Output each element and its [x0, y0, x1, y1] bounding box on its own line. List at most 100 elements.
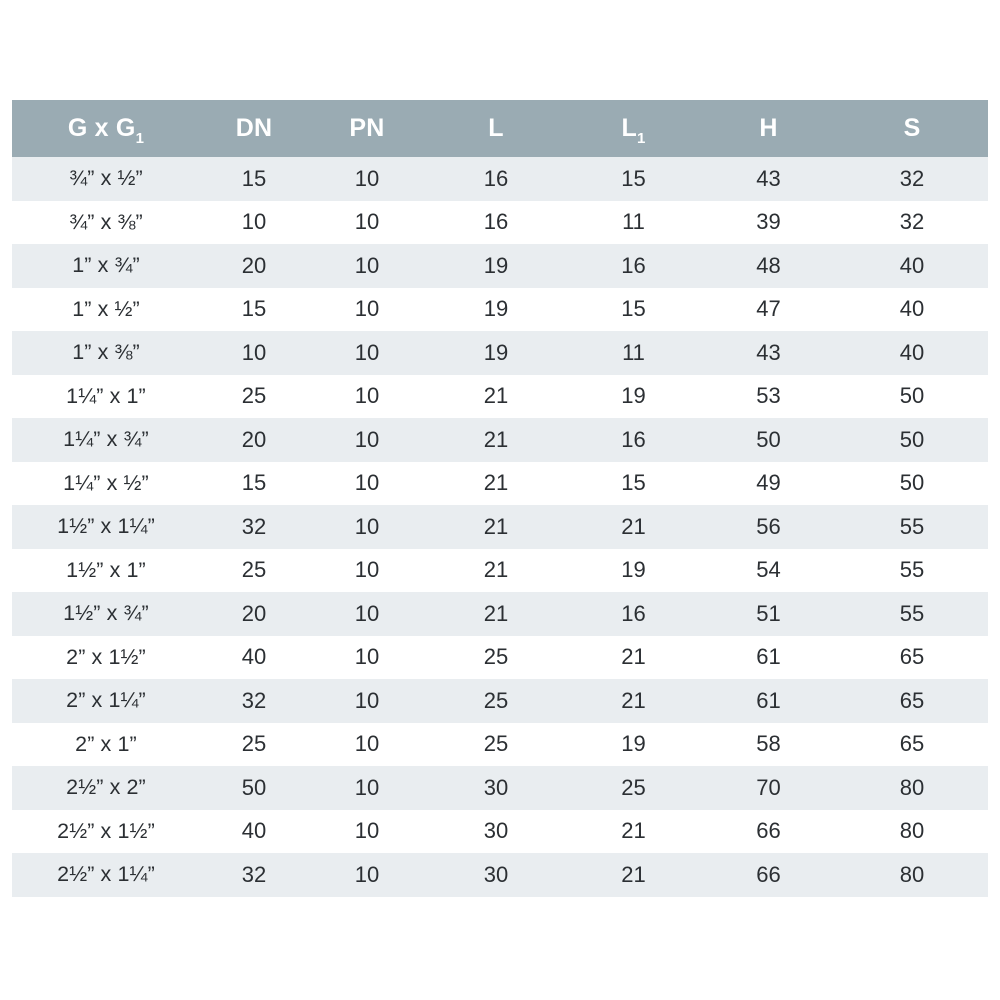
table-row: 2½” x 1½” 40 10 30 21 66 80 — [12, 809, 988, 853]
cell-l1: 19 — [566, 722, 701, 766]
cell-l: 21 — [426, 418, 566, 462]
table-row: 1¼” x ½” 15 10 21 15 49 50 — [12, 461, 988, 505]
cell-l: 30 — [426, 809, 566, 853]
table-row: 1½” x ¾” 20 10 21 16 51 55 — [12, 592, 988, 636]
cell-size: 2” x 1½” — [12, 635, 200, 679]
cell-s: 50 — [836, 461, 988, 505]
cell-h: 66 — [701, 809, 836, 853]
cell-size: 1½” x 1” — [12, 548, 200, 592]
cell-pn: 10 — [308, 374, 426, 418]
cell-pn: 10 — [308, 157, 426, 201]
cell-l: 30 — [426, 853, 566, 897]
cell-pn: 10 — [308, 853, 426, 897]
cell-s: 55 — [836, 548, 988, 592]
cell-pn: 10 — [308, 809, 426, 853]
cell-l: 19 — [426, 287, 566, 331]
cell-pn: 10 — [308, 635, 426, 679]
cell-l: 16 — [426, 200, 566, 244]
cell-h: 50 — [701, 418, 836, 462]
cell-l1: 16 — [566, 418, 701, 462]
cell-s: 65 — [836, 679, 988, 723]
cell-pn: 10 — [308, 548, 426, 592]
table-row: 1½” x 1¼” 32 10 21 21 56 55 — [12, 505, 988, 549]
cell-size: 1¼” x 1” — [12, 374, 200, 418]
column-header-subscript: 1 — [135, 130, 145, 147]
column-header-label: L — [488, 116, 503, 141]
cell-size: 1½” x ¾” — [12, 592, 200, 636]
cell-l1: 16 — [566, 592, 701, 636]
cell-size: 1” x ¾” — [12, 244, 200, 288]
table-header-row: G x G1 DN PN L L1 H S — [12, 100, 988, 157]
column-header-text: L — [621, 114, 637, 142]
column-header-label: S — [904, 116, 921, 141]
column-header-h: H — [701, 100, 836, 157]
cell-dn: 25 — [200, 374, 308, 418]
cell-dn: 32 — [200, 853, 308, 897]
column-header-dn: DN — [200, 100, 308, 157]
cell-l1: 11 — [566, 331, 701, 375]
cell-h: 47 — [701, 287, 836, 331]
table-row: 2” x 1” 25 10 25 19 58 65 — [12, 722, 988, 766]
column-header-size: G x G1 — [12, 100, 200, 157]
cell-pn: 10 — [308, 287, 426, 331]
cell-pn: 10 — [308, 766, 426, 810]
cell-pn: 10 — [308, 418, 426, 462]
cell-s: 50 — [836, 374, 988, 418]
cell-s: 32 — [836, 200, 988, 244]
column-header-text: H — [759, 114, 778, 142]
column-header-label: H — [759, 116, 777, 141]
cell-h: 66 — [701, 853, 836, 897]
cell-dn: 32 — [200, 679, 308, 723]
column-header-subscript: 1 — [636, 130, 646, 147]
cell-h: 39 — [701, 200, 836, 244]
cell-dn: 20 — [200, 244, 308, 288]
cell-l1: 15 — [566, 461, 701, 505]
cell-l1: 21 — [566, 505, 701, 549]
cell-h: 56 — [701, 505, 836, 549]
table-row: 2½” x 1¼” 32 10 30 21 66 80 — [12, 853, 988, 897]
cell-s: 80 — [836, 853, 988, 897]
table-row: 1¼” x 1” 25 10 21 19 53 50 — [12, 374, 988, 418]
cell-s: 32 — [836, 157, 988, 201]
cell-dn: 25 — [200, 722, 308, 766]
table-row: 2½” x 2” 50 10 30 25 70 80 — [12, 766, 988, 810]
table-row: 1½” x 1” 25 10 21 19 54 55 — [12, 548, 988, 592]
column-header-label: G x G1 — [68, 116, 144, 147]
cell-l1: 25 — [566, 766, 701, 810]
cell-dn: 10 — [200, 200, 308, 244]
table-row: 1¼” x ¾” 20 10 21 16 50 50 — [12, 418, 988, 462]
cell-l: 19 — [426, 331, 566, 375]
cell-h: 53 — [701, 374, 836, 418]
cell-pn: 10 — [308, 461, 426, 505]
cell-s: 80 — [836, 809, 988, 853]
cell-size: 2” x 1¼” — [12, 679, 200, 723]
cell-l: 25 — [426, 635, 566, 679]
cell-dn: 25 — [200, 548, 308, 592]
cell-l1: 19 — [566, 548, 701, 592]
fitting-dimensions-table: G x G1 DN PN L L1 H S ¾” x ½” 15 10 16 15 43 32 ¾” x … — [12, 100, 988, 897]
cell-dn: 15 — [200, 157, 308, 201]
cell-pn: 10 — [308, 722, 426, 766]
cell-dn: 10 — [200, 331, 308, 375]
cell-l: 16 — [426, 157, 566, 201]
cell-l: 21 — [426, 592, 566, 636]
cell-l1: 16 — [566, 244, 701, 288]
cell-l: 21 — [426, 461, 566, 505]
cell-s: 40 — [836, 287, 988, 331]
table-row: 1” x ⅜” 10 10 19 11 43 40 — [12, 331, 988, 375]
cell-dn: 32 — [200, 505, 308, 549]
cell-l: 21 — [426, 548, 566, 592]
table-body: ¾” x ½” 15 10 16 15 43 32 ¾” x ⅜” 10 10 16 11 39 32 1”… — [12, 157, 988, 897]
cell-s: 65 — [836, 722, 988, 766]
cell-l: 21 — [426, 505, 566, 549]
cell-l: 30 — [426, 766, 566, 810]
column-header-text: S — [903, 114, 921, 142]
cell-dn: 20 — [200, 418, 308, 462]
column-header-label: DN — [236, 116, 273, 141]
cell-h: 54 — [701, 548, 836, 592]
column-header-s: S — [836, 100, 988, 157]
column-header-text: PN — [349, 114, 385, 142]
cell-l1: 21 — [566, 809, 701, 853]
spec-table-container: G x G1 DN PN L L1 H S ¾” x ½” 15 10 16 15 43 32 ¾” x … — [12, 100, 988, 897]
cell-dn: 15 — [200, 287, 308, 331]
